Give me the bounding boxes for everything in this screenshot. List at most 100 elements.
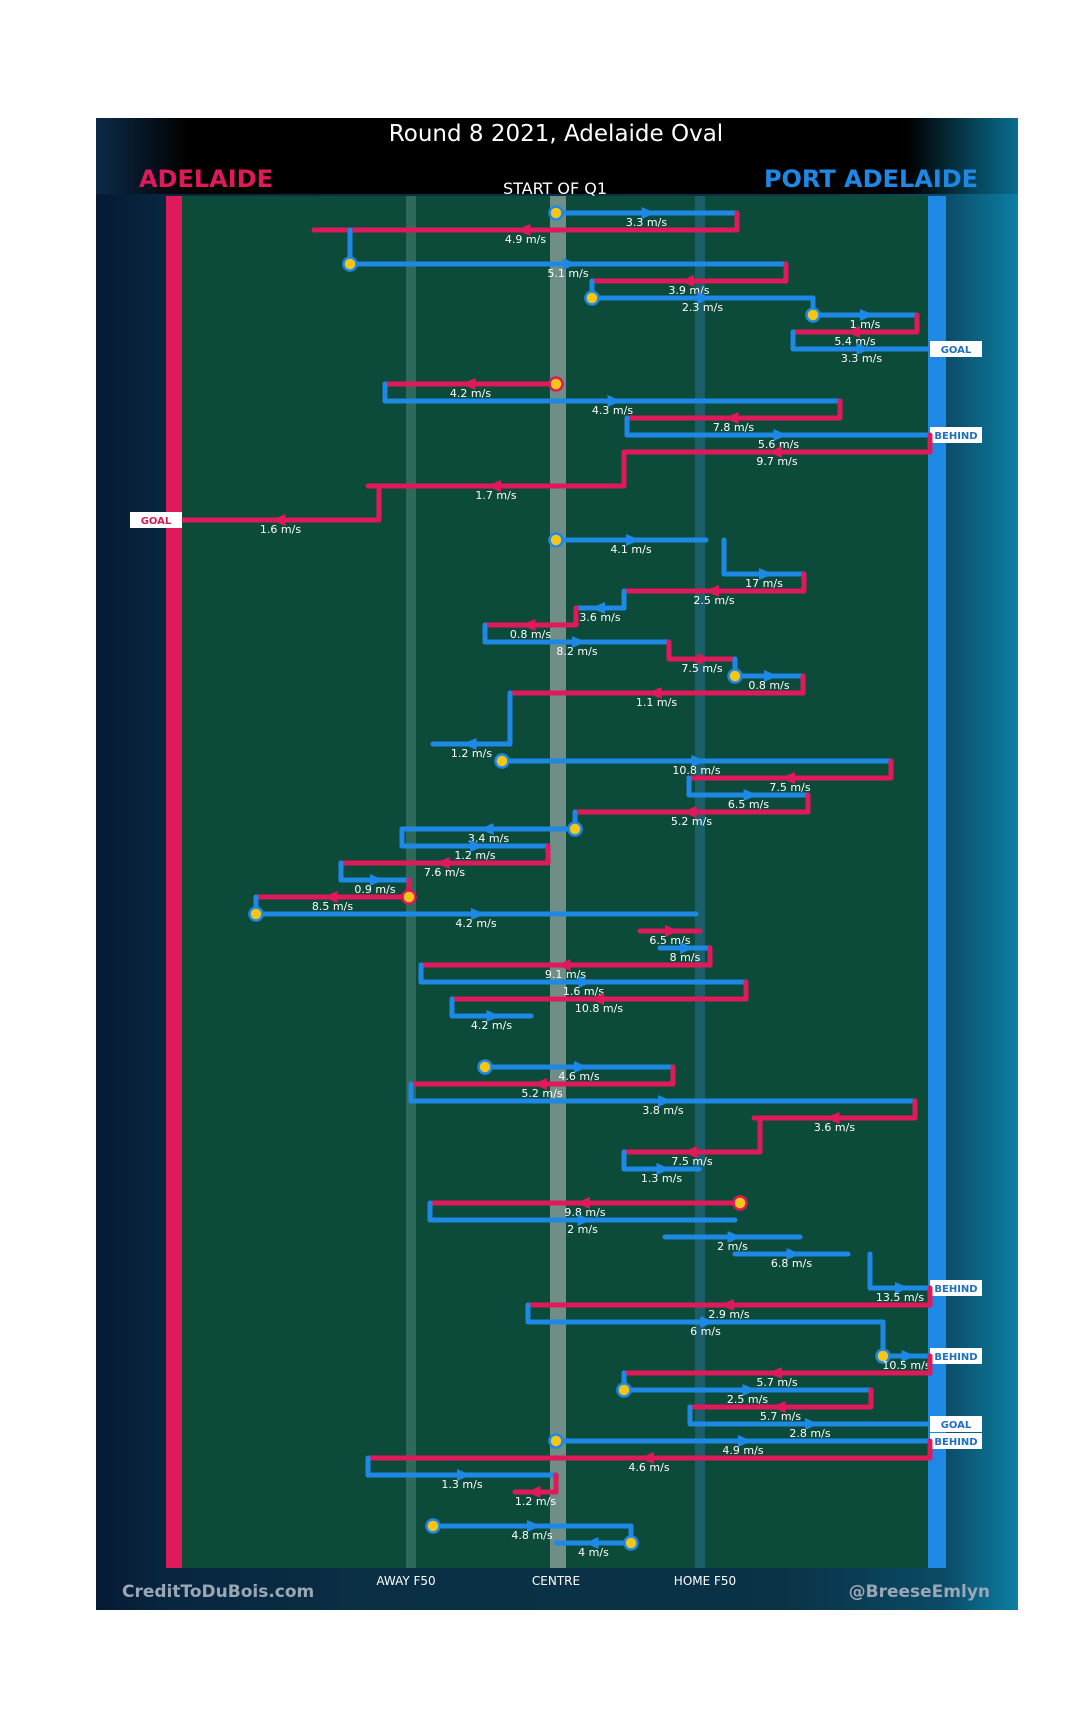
chain-arrow-port (658, 1095, 672, 1107)
chain-speed-label: 4.6 m/s (628, 1461, 669, 1474)
chain-arrow-port (527, 1520, 541, 1532)
chain-arrow-adl (720, 1299, 734, 1311)
result-label: BEHIND (934, 1437, 977, 1448)
chain-speed-label: 7.5 m/s (671, 1155, 712, 1168)
chain-speed-label: 4.8 m/s (511, 1529, 552, 1542)
chain-arrow-port (901, 1350, 916, 1362)
chain-speed-label: 1.2 m/s (451, 747, 492, 760)
chain-speed-label: 1.6 m/s (260, 523, 301, 536)
chain-arrow-adl (647, 687, 662, 699)
chain-arrow-adl (461, 378, 476, 390)
result-label: BEHIND (934, 431, 977, 442)
result-badge (930, 427, 982, 443)
chain-arrow-port (462, 738, 477, 750)
chain-arrow-port (738, 1435, 752, 1447)
chain-arrow-port (727, 1231, 742, 1243)
chain-speed-label: 2 m/s (567, 1223, 598, 1236)
possession-marker (584, 290, 600, 306)
adelaide-goal-bar (166, 196, 182, 1568)
chain-speed-label: 5.2 m/s (521, 1087, 562, 1100)
chain-speed-label: 1.6 m/s (563, 985, 604, 998)
result-badge (930, 1280, 982, 1296)
chain-arrow-port (656, 1163, 671, 1175)
chain-speed-label: 1.2 m/s (515, 1495, 556, 1508)
chain-speed-label: 8 m/s (670, 951, 701, 964)
credit-left: CreditToDuBois.com (122, 1582, 314, 1602)
chain-speed-label: 5.2 m/s (671, 815, 712, 828)
chain-speed-label: 4.9 m/s (505, 233, 546, 246)
possession-marker (727, 668, 743, 684)
chain-arrow-port (680, 942, 694, 954)
possession-marker (248, 906, 264, 922)
chain-speed-label: 1.3 m/s (441, 1478, 482, 1491)
chain-speed-label: 4.6 m/s (558, 1070, 599, 1083)
chain-speed-label: 4.2 m/s (450, 387, 491, 400)
chain-speed-label: 13.5 m/s (876, 1291, 924, 1304)
chain-speed-label: 4.9 m/s (722, 1444, 763, 1457)
chain-arrow-port (743, 789, 758, 801)
chain-arrow-adl (590, 993, 604, 1005)
chain-speed-label: 4.3 m/s (592, 404, 633, 417)
chain-arrow-adl (516, 224, 531, 236)
chain-speed-label: 4 m/s (578, 1546, 609, 1559)
chain-arrow-adl (680, 275, 694, 287)
chain-speed-label: 1.3 m/s (641, 1172, 682, 1185)
chain-arrow-port (860, 309, 874, 321)
chain-arrow-port (370, 874, 384, 886)
chain-arrow-port (805, 1418, 819, 1430)
possession-marker (875, 1348, 891, 1364)
chain-arrow-port (697, 292, 712, 304)
chain-speed-label: 2.8 m/s (789, 1427, 830, 1440)
chain-speed-label: 2 m/s (717, 1240, 748, 1253)
chain-speed-label: 6 m/s (690, 1325, 721, 1338)
chain-arrow-adl (271, 514, 286, 526)
chain-arrow-port (574, 1061, 588, 1073)
chain-arrow-port (773, 429, 788, 441)
chain-speed-label: 7.5 m/s (681, 662, 722, 675)
chain-arrow-port (641, 207, 656, 219)
chain-speed-label: 0.8 m/s (748, 679, 789, 692)
chain-speed-label: 0.9 m/s (354, 883, 395, 896)
chain-arrow-adl (846, 326, 860, 338)
chain-arrow-adl (768, 1367, 782, 1379)
result-label: BEHIND (934, 1284, 977, 1295)
chain-speed-label: 10.5 m/s (882, 1359, 930, 1372)
chain-speed-label: 4.2 m/s (455, 917, 496, 930)
chain-speed-label: 6.8 m/s (771, 1257, 812, 1270)
chain-arrow-port (856, 343, 871, 355)
chain-speed-label: 1.1 m/s (636, 696, 677, 709)
chain-arrow-port (578, 976, 593, 988)
chart-title: Round 8 2021, Adelaide Oval (389, 121, 723, 147)
chain-arrow-adl (781, 772, 795, 784)
chain-speed-label: 10.8 m/s (672, 764, 720, 777)
chain-arrow-port (691, 755, 706, 767)
chain-speed-label: 3.6 m/s (814, 1121, 855, 1134)
chain-arrow-port (626, 534, 640, 546)
port-adelaide-label: PORT ADELAIDE (764, 165, 978, 193)
chain-arrow-adl (576, 1197, 590, 1209)
port-adelaide-goal-bar (928, 196, 946, 1568)
chain-arrow-port (700, 1316, 715, 1328)
chain-arrow-adl (435, 857, 450, 869)
start-label: START OF Q1 (503, 179, 607, 198)
possession-marker (548, 532, 564, 548)
chain-arrow-port (563, 258, 577, 270)
chain-arrow-port (486, 1010, 501, 1022)
possession-marker (567, 821, 583, 837)
possession-marker (548, 205, 564, 221)
possession-marker (805, 307, 821, 323)
chain-arrow-adl (521, 619, 536, 631)
chain-speed-label: 8.2 m/s (556, 645, 597, 658)
chain-arrow-adl (487, 480, 501, 492)
chain-speed-label: 3.3 m/s (626, 216, 667, 229)
chain-speed-label: 7.8 m/s (713, 421, 754, 434)
chain-speed-label: 2.5 m/s (727, 1393, 768, 1406)
chain-arrow-port (607, 395, 622, 407)
result-badge (930, 1416, 982, 1432)
chain-speed-label: 8.5 m/s (312, 900, 353, 913)
chain-speed-label: 5.1 m/s (547, 267, 588, 280)
chain-speed-label: 1.2 m/s (454, 849, 495, 862)
chain-arrow-port (479, 823, 494, 835)
chain-speed-label: 5.4 m/s (834, 335, 875, 348)
